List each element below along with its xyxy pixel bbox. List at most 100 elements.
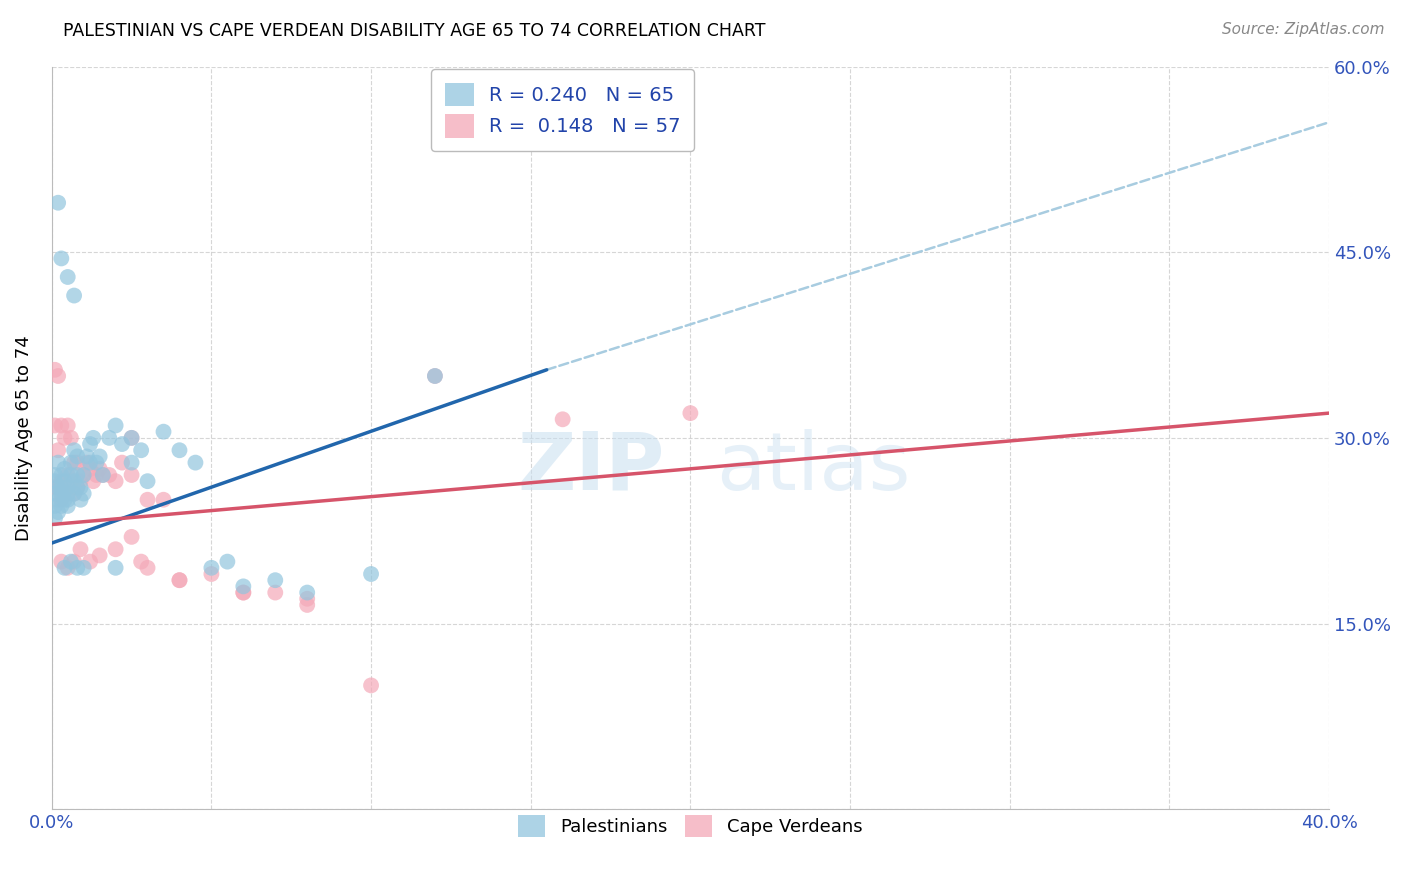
- Point: [59, 456, 82, 470]
- Point: [98, 468, 121, 483]
- Point: [73, 561, 96, 575]
- Point: [53, 492, 76, 507]
- Point: [152, 425, 174, 439]
- Point: [86, 456, 108, 470]
- Point: [121, 530, 143, 544]
- Point: [59, 474, 82, 488]
- Point: [76, 456, 98, 470]
- Point: [679, 406, 702, 420]
- Point: [59, 431, 82, 445]
- Point: [53, 561, 76, 575]
- Point: [295, 598, 318, 612]
- Point: [56, 480, 79, 494]
- Point: [46, 505, 69, 519]
- Point: [51, 486, 73, 500]
- Point: [44, 499, 66, 513]
- Point: [53, 431, 76, 445]
- Point: [51, 499, 73, 513]
- Point: [46, 480, 69, 494]
- Point: [232, 585, 254, 599]
- Point: [111, 456, 134, 470]
- Point: [79, 555, 101, 569]
- Point: [423, 369, 446, 384]
- Text: ZIP: ZIP: [517, 428, 665, 507]
- Point: [44, 418, 66, 433]
- Point: [264, 585, 287, 599]
- Point: [56, 492, 79, 507]
- Point: [59, 555, 82, 569]
- Point: [51, 474, 73, 488]
- Point: [76, 450, 98, 464]
- Point: [63, 456, 86, 470]
- Point: [51, 468, 73, 483]
- Point: [129, 443, 152, 458]
- Point: [217, 555, 239, 569]
- Point: [51, 555, 73, 569]
- Point: [169, 573, 191, 587]
- Point: [63, 474, 86, 488]
- Point: [89, 450, 111, 464]
- Point: [66, 480, 89, 494]
- Point: [89, 549, 111, 563]
- Point: [69, 542, 91, 557]
- Point: [200, 561, 222, 575]
- Point: [82, 474, 104, 488]
- Point: [169, 443, 191, 458]
- Point: [73, 468, 96, 483]
- Point: [51, 252, 73, 266]
- Point: [63, 443, 86, 458]
- Point: [104, 561, 127, 575]
- Point: [53, 462, 76, 476]
- Point: [89, 462, 111, 476]
- Point: [98, 431, 121, 445]
- Point: [136, 492, 159, 507]
- Legend: Palestinians, Cape Verdeans: Palestinians, Cape Verdeans: [512, 808, 870, 845]
- Point: [46, 369, 69, 384]
- Point: [56, 270, 79, 285]
- Point: [79, 462, 101, 476]
- Text: PALESTINIAN VS CAPE VERDEAN DISABILITY AGE 65 TO 74 CORRELATION CHART: PALESTINIAN VS CAPE VERDEAN DISABILITY A…: [63, 22, 766, 40]
- Point: [121, 456, 143, 470]
- Point: [53, 486, 76, 500]
- Point: [232, 579, 254, 593]
- Point: [82, 431, 104, 445]
- Point: [136, 561, 159, 575]
- Point: [121, 468, 143, 483]
- Point: [86, 468, 108, 483]
- Point: [295, 585, 318, 599]
- Point: [56, 486, 79, 500]
- Point: [551, 412, 574, 426]
- Point: [121, 431, 143, 445]
- Y-axis label: Disability Age 65 to 74: Disability Age 65 to 74: [15, 335, 32, 541]
- Point: [91, 468, 114, 483]
- Point: [69, 474, 91, 488]
- Point: [44, 480, 66, 494]
- Point: [44, 511, 66, 525]
- Point: [63, 486, 86, 500]
- Point: [360, 678, 382, 692]
- Point: [232, 585, 254, 599]
- Point: [152, 492, 174, 507]
- Point: [295, 591, 318, 606]
- Point: [46, 492, 69, 507]
- Point: [63, 288, 86, 302]
- Point: [73, 468, 96, 483]
- Point: [59, 468, 82, 483]
- Point: [69, 480, 91, 494]
- Point: [136, 474, 159, 488]
- Point: [44, 468, 66, 483]
- Point: [56, 468, 79, 483]
- Point: [66, 480, 89, 494]
- Point: [56, 499, 79, 513]
- Point: [66, 561, 89, 575]
- Point: [44, 363, 66, 377]
- Point: [53, 474, 76, 488]
- Point: [91, 468, 114, 483]
- Point: [56, 561, 79, 575]
- Point: [56, 418, 79, 433]
- Point: [46, 456, 69, 470]
- Point: [104, 474, 127, 488]
- Point: [111, 437, 134, 451]
- Point: [121, 431, 143, 445]
- Point: [56, 486, 79, 500]
